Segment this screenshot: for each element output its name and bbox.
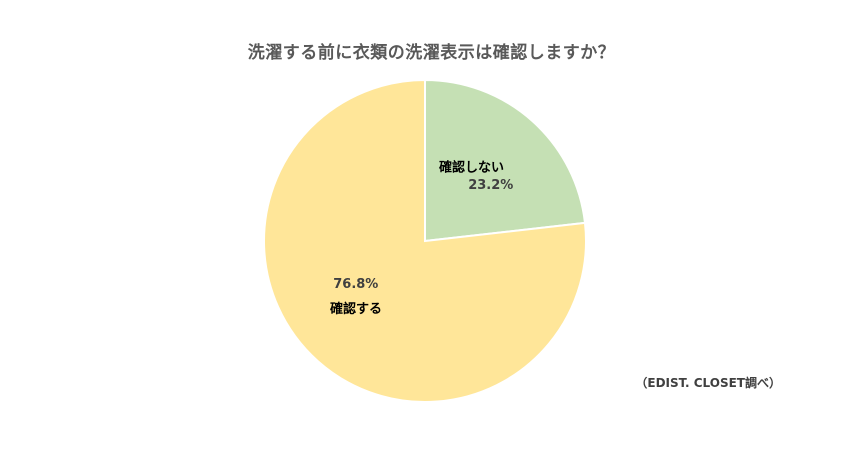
slice-value-label-1: 23.2% [468,178,513,193]
chart-title: 洗濯する前に衣類の洗濯表示は確認しますか？ [247,43,616,63]
slice-label-2: 確認する [330,301,382,317]
slice-value-label-2: 76.8% [333,277,378,292]
pie-slice-1 [424,78,587,243]
source-note: （EDIST. CLOSET調べ） [635,376,781,390]
slice-label-1: 確認しない [439,159,504,175]
pie-slice-2 [263,78,587,403]
